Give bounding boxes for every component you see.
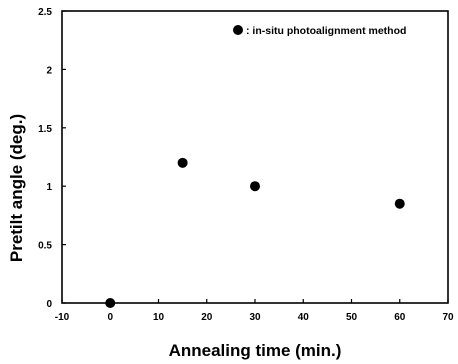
x-tick-label: -10	[55, 312, 70, 323]
y-tick-label: 2.5	[38, 7, 52, 18]
x-axis-title: Annealing time (min.)	[169, 341, 342, 360]
data-point	[177, 157, 188, 168]
data-points	[105, 157, 405, 308]
y-tick-label: 1	[46, 182, 52, 193]
data-point	[394, 198, 405, 209]
data-point	[250, 181, 260, 192]
y-tick-label: 2	[46, 65, 52, 76]
x-tick-label: 10	[153, 312, 165, 323]
x-tick-label: 0	[107, 312, 113, 323]
x-tick-label: 40	[298, 312, 310, 323]
legend-label: : in-situ photoalignment method	[246, 25, 406, 37]
x-tick-label: 70	[442, 312, 454, 323]
data-point	[105, 298, 116, 308]
x-tick-label: 30	[249, 312, 261, 323]
y-tick-label: 0.5	[38, 241, 52, 252]
y-axis-ticks: 0 0.5 1 1.5 2 2.5	[38, 7, 66, 310]
y-tick-label: 0	[46, 299, 52, 310]
y-axis-title: Pretilt angle (deg.)	[7, 114, 26, 262]
x-tick-label: 60	[394, 312, 406, 323]
plot-area-border	[61, 10, 449, 304]
y-tick-label: 1.5	[38, 124, 52, 135]
legend-marker	[233, 25, 243, 35]
x-axis-ticks: -10 0 10 20 30 40 50 60 70	[55, 299, 454, 323]
x-tick-label: 20	[201, 312, 213, 323]
legend: : in-situ photoalignment method	[233, 25, 406, 37]
x-tick-label: 50	[346, 312, 358, 323]
plot-frame	[61, 10, 449, 304]
